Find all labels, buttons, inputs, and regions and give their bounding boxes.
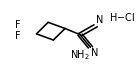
Text: NH$_2$: NH$_2$ [70, 48, 90, 62]
Text: F: F [15, 31, 20, 41]
Text: H$-$Cl: H$-$Cl [109, 11, 135, 23]
Text: F: F [15, 20, 20, 30]
Text: N: N [91, 48, 98, 58]
Text: N: N [96, 15, 104, 25]
